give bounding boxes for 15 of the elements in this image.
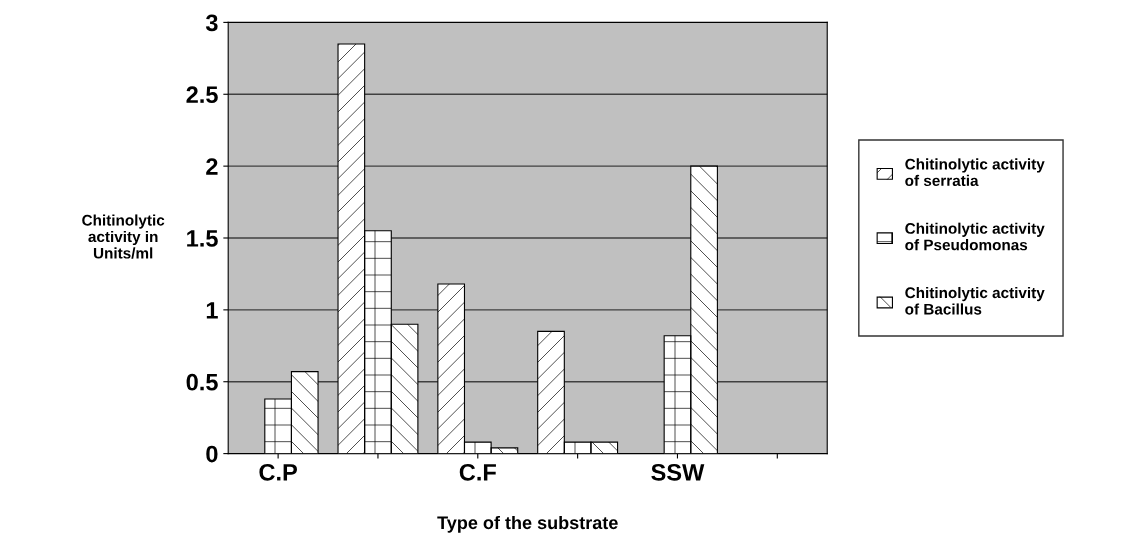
legend-label: Chitinolytic activity of Pseudomonas: [905, 222, 1045, 251]
x-axis-title: Type of the substrate: [437, 515, 618, 533]
y-tick-label: 1: [206, 302, 218, 319]
y-tick-label: 0: [206, 445, 218, 463]
y-tick-label: 1.5: [187, 230, 218, 247]
legend-label: Chitinolytic activity of serratia: [905, 158, 1045, 187]
y-tick-label: 2.5: [186, 86, 218, 104]
y-tick-label: 2: [206, 158, 218, 175]
x-tick-label: C.F: [459, 463, 496, 481]
y-tick-label: 3: [205, 14, 218, 32]
x-tick-label: C.P: [259, 463, 297, 481]
y-axis-title: Chitinolytic activity in Units/ml: [82, 214, 165, 259]
legend-label: Chitinolytic activity of Bacillus: [905, 286, 1045, 315]
x-tick-label: SSW: [651, 463, 705, 481]
y-tick-label: 0.5: [186, 373, 218, 391]
